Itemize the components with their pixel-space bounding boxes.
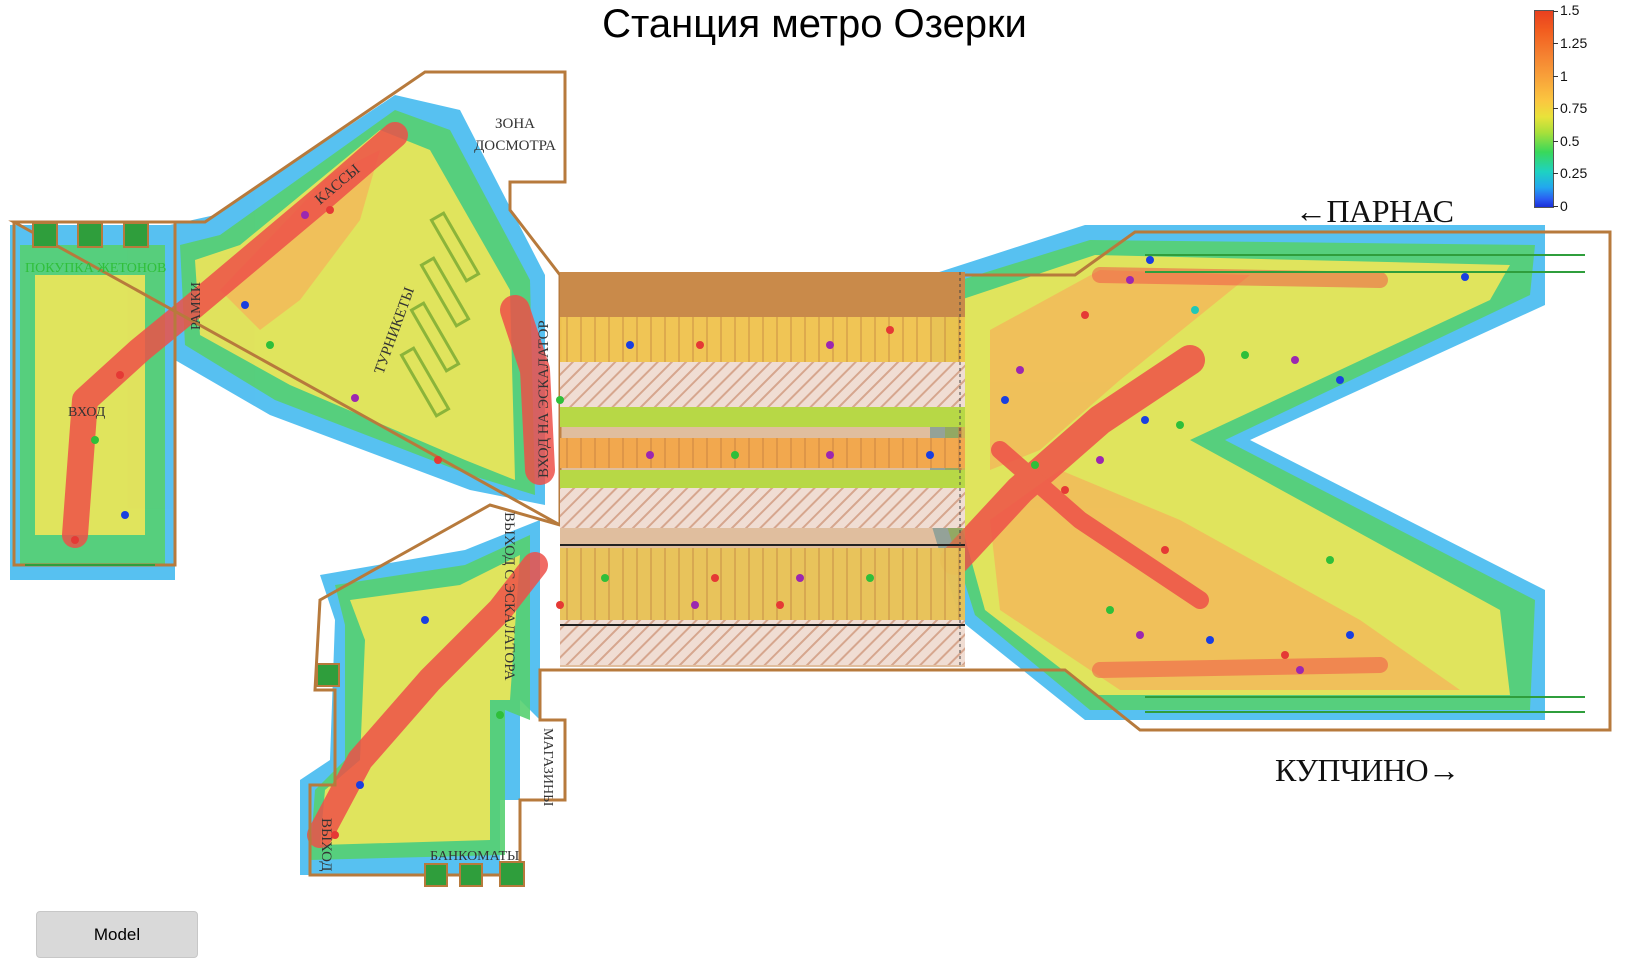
platform-area bbox=[560, 272, 965, 667]
direction-kupchino: КУПЧИНО→ bbox=[1275, 752, 1460, 788]
model-button[interactable]: Model bbox=[36, 911, 198, 958]
zone-label-vhod-esk: ВХОД НА ЭСКАЛАТОР bbox=[536, 320, 552, 478]
turnstiles bbox=[399, 211, 481, 418]
legend-label: 0.75 bbox=[1560, 100, 1588, 116]
map-title: Станция метро Озерки bbox=[602, 2, 1027, 46]
legend-label: 0 bbox=[1560, 198, 1568, 214]
legend-label: 1.25 bbox=[1560, 35, 1588, 51]
station-walls bbox=[8, 70, 1612, 877]
zone-label-zona: ЗОНА bbox=[495, 116, 535, 132]
platform-rails bbox=[25, 254, 1585, 713]
legend-gradient bbox=[1534, 10, 1554, 208]
direction-parnas: ←ПАРНАС bbox=[1295, 193, 1454, 229]
zone-label-ramki: РАМКИ bbox=[189, 282, 204, 330]
legend-label: 1.5 bbox=[1560, 2, 1580, 18]
legend-label: 0.5 bbox=[1560, 133, 1580, 149]
zone-label-pokupka: ПОКУПКА ЖЕТОНОВ bbox=[25, 261, 166, 276]
zone-label-vyhod: ВЫХОД bbox=[318, 818, 334, 871]
legend-label: 0.25 bbox=[1560, 165, 1588, 181]
zone-label-vyhod-esk: ВЫХОД С ЭСКАЛАТОРА bbox=[501, 512, 517, 681]
agents bbox=[71, 206, 1469, 839]
kiosks bbox=[32, 222, 525, 887]
heat-layer-high bbox=[62, 122, 1388, 848]
legend-label: 1 bbox=[1560, 68, 1568, 84]
zone-label-bankomaty: БАНКОМАТЫ bbox=[430, 849, 519, 864]
zone-label-vhod: ВХОД bbox=[68, 405, 106, 420]
heat-layer-mid2 bbox=[220, 150, 1460, 690]
zone-label-magaziny: МАГАЗИНЫ bbox=[540, 728, 555, 806]
zone-label-dosmotra: ДОСМОТРА bbox=[474, 138, 556, 154]
